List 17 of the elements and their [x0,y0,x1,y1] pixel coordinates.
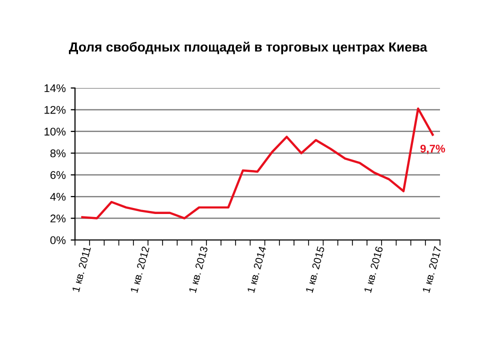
y-tick-label: 14% [44,84,66,92]
y-tick-label: 8% [50,149,66,158]
y-tick-label: 10% [44,128,66,136]
y-tick-label: 12% [44,106,66,114]
x-tick-label: 1 кв. 2012 [130,246,150,293]
y-tick-label: 4% [50,192,66,201]
x-tick-label: 1 кв. 2015 [306,246,325,293]
x-tick-label: 1 кв. 2014 [247,246,266,293]
x-tick-label: 1 кв. 2017 [422,246,442,293]
y-tick-label: 2% [50,214,66,222]
x-tick-label: 1 кв. 2016 [364,246,384,293]
y-tick-label: 0% [50,236,66,244]
data-label: 9,7% [420,144,446,154]
x-tick-label: 1 кв. 2011 [72,246,91,292]
chart-title: Доля свободных площадей в торговых центрах Киева [68,42,428,54]
x-tick-label: 1 кв. 2013 [188,246,208,293]
y-tick-label: 6% [50,171,66,179]
